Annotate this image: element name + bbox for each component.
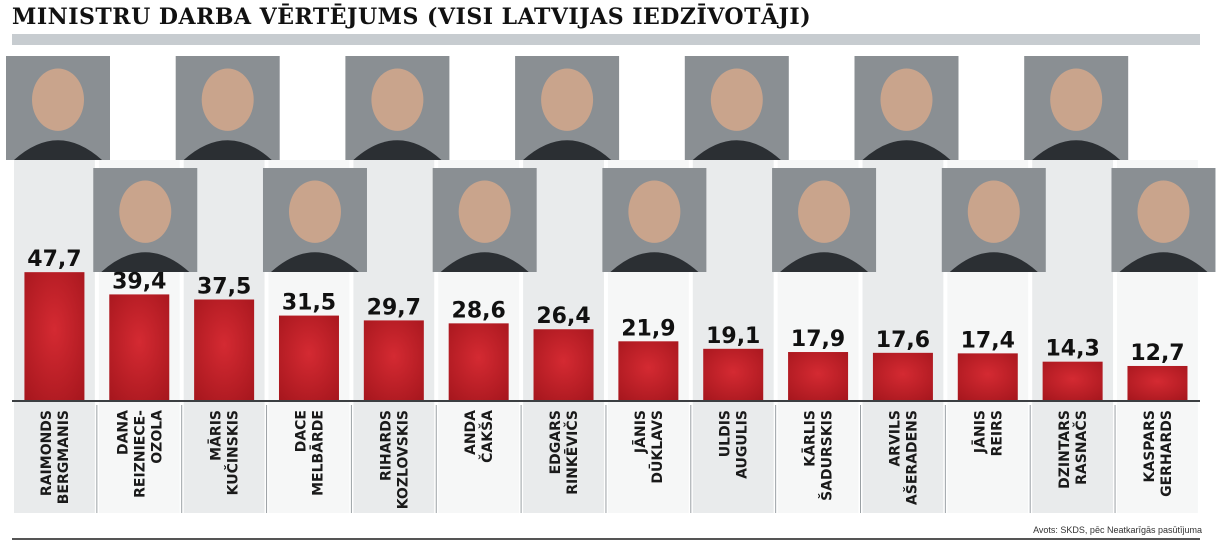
minister-name-line: ŠADURSKIS (818, 410, 836, 501)
bar (109, 294, 170, 400)
minister-name: RIHARDS KOZLOVSKIS (378, 410, 411, 509)
minister-name: ARVILS AŠERADENS (887, 410, 920, 505)
minister-name-line: EDGARS (548, 410, 564, 474)
bar (24, 272, 85, 400)
bar (533, 329, 594, 400)
minister-name-line: KASPARS (1142, 410, 1158, 482)
minister-name-line: JĀNIS (631, 410, 649, 454)
portrait-photo (1024, 56, 1129, 160)
bar-value-label: 37,5 (197, 275, 251, 300)
bar (194, 299, 255, 400)
minister-name: KĀRLIS ŠADURSKIS (801, 410, 836, 501)
minister-name-line: MĀRIS (207, 410, 225, 461)
minister-name-line: DANA (115, 410, 131, 455)
bottom-divider (12, 538, 1200, 540)
bar-value-label: 26,4 (536, 304, 590, 329)
bar-value-label: 19,1 (706, 324, 760, 349)
portrait-photo (432, 168, 537, 272)
bar (872, 352, 933, 400)
portrait-photo (941, 168, 1046, 272)
minister-name-line: DŪKLAVS (648, 410, 666, 484)
minister-name-line: KOZLOVSKIS (395, 410, 411, 509)
minister-name-line: MELBĀRDE (308, 410, 326, 496)
minister-name-line: RIHARDS (378, 410, 394, 481)
minister-name-line: KUČINSKIS (224, 410, 242, 495)
portrait-photo (6, 56, 110, 160)
minister-name-line: JĀNIS (970, 410, 988, 454)
bar (788, 352, 849, 400)
minister-name: ULDIS AUGULIS (718, 410, 751, 479)
minister-name-line: RASNAČS (1072, 410, 1090, 485)
bar (1127, 365, 1188, 400)
source-note: Avots: SKDS, pēc Neatkarīgās pasūtījuma (1033, 525, 1202, 535)
minister-name-line: ULDIS (718, 410, 734, 457)
bar-value-label: 21,9 (621, 316, 675, 341)
minister-name-line: RINKĒVIČS (563, 410, 581, 495)
portrait-photo (684, 56, 789, 160)
bar-value-label: 31,5 (282, 291, 336, 316)
minister-name: DZINTARS RASNAČS (1057, 410, 1090, 489)
portrait-photo (854, 56, 959, 160)
portrait-photo (602, 168, 707, 272)
bar-value-label: 17,9 (791, 327, 845, 352)
minister-name-line: AUGULIS (735, 410, 751, 479)
minister-name-line: ANDA (463, 410, 479, 455)
minister-name-line: OZOLA (149, 410, 165, 464)
portrait-photo (1111, 168, 1216, 272)
bar-value-label: 17,4 (961, 328, 1015, 353)
title-divider (12, 34, 1200, 45)
bar (448, 323, 509, 400)
minister-name-line: DZINTARS (1057, 410, 1073, 489)
bar (618, 341, 679, 400)
minister-name: ANDA ČAKŠA (463, 410, 496, 463)
minister-name-line: KĀRLIS (801, 410, 819, 467)
portrait-photo (175, 56, 280, 160)
minister-name-line: ARVILS (887, 410, 903, 467)
minister-name-line: DACE (293, 410, 309, 452)
bar-value-label: 28,6 (452, 298, 506, 323)
bar-value-label: 47,7 (27, 247, 81, 272)
minister-name-line: REIRS (989, 410, 1005, 456)
minister-name-line: AŠERADENS (902, 410, 920, 505)
bar (278, 315, 339, 400)
chart-title: MINISTRU DARBA VĒRTĒJUMS (VISI LATVIJAS … (12, 4, 812, 30)
minister-name: DANA REIZNIECE- OZOLA (115, 410, 165, 498)
bar-value-label: 17,6 (876, 328, 930, 353)
minister-name-line: REIZNIECE- (132, 410, 148, 498)
bar-value-label: 29,7 (367, 295, 421, 320)
minister-name: JĀNIS DŪKLAVS (631, 410, 666, 484)
portrait-photo (262, 168, 367, 272)
minister-name-line: BERGMANIS (56, 410, 72, 504)
portrait-photo (772, 168, 877, 272)
minister-name: RAIMONDS BERGMANIS (39, 410, 72, 504)
minister-name-line: ČAKŠA (478, 410, 496, 463)
bar (363, 320, 424, 400)
minister-name: MĀRIS KUČINSKIS (207, 410, 242, 495)
portrait-photo (515, 56, 620, 160)
portrait-photo (93, 168, 198, 272)
minister-name: KASPARS GERHARDS (1142, 410, 1175, 497)
portrait-photo (345, 56, 450, 160)
minister-name: JĀNIS REIRS (970, 410, 1005, 456)
bar-value-label: 39,4 (112, 269, 166, 294)
bar (957, 353, 1018, 400)
minister-name-line: GERHARDS (1159, 410, 1175, 497)
minister-name: DACE MELBĀRDE (293, 410, 326, 496)
bar-value-label: 14,3 (1045, 337, 1099, 362)
minister-name-line: RAIMONDS (39, 410, 55, 496)
bar-value-label: 12,7 (1130, 341, 1184, 366)
bar (1042, 361, 1103, 400)
minister-name: EDGARS RINKĒVIČS (548, 410, 581, 495)
bar (703, 348, 764, 400)
